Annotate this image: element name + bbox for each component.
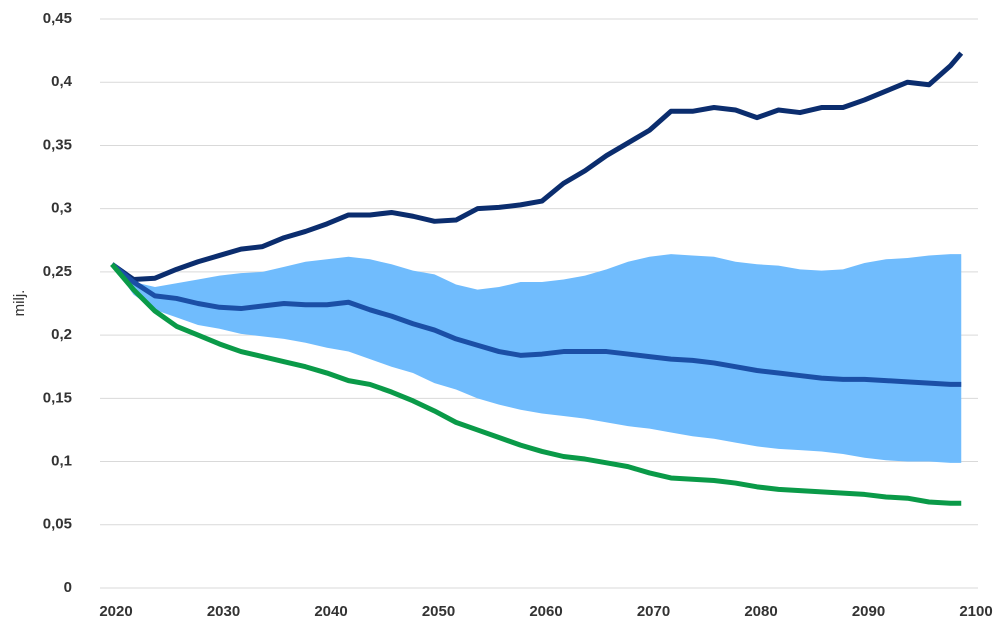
y-tick-label: 0,25	[43, 263, 72, 280]
x-tick-label: 2060	[529, 603, 562, 620]
x-tick-label: 2050	[422, 603, 455, 620]
x-tick-label: 2030	[207, 603, 240, 620]
x-tick-label: 2080	[744, 603, 777, 620]
y-tick-label: 0,05	[43, 516, 72, 533]
line-series	[110, 51, 964, 282]
y-axis-label: milj.	[11, 290, 28, 317]
y-tick-label: 0,35	[43, 136, 72, 153]
y-tick-label: 0,2	[51, 326, 72, 343]
line-series	[110, 262, 962, 506]
y-tick-label: 0,45	[43, 10, 72, 27]
band-area	[112, 254, 962, 463]
y-tick-label: 0	[64, 579, 72, 596]
x-tick-label: 2040	[314, 603, 347, 620]
x-tick-label: 2100	[959, 603, 992, 620]
x-tick-label: 2090	[852, 603, 885, 620]
line-series	[110, 262, 962, 387]
y-tick-label: 0,4	[51, 73, 73, 90]
y-tick-label: 0,15	[43, 389, 72, 406]
y-tick-label: 0,3	[51, 200, 72, 217]
y-tick-label: 0,1	[51, 453, 72, 470]
x-tick-label: 2020	[99, 603, 132, 620]
x-tick-label: 2070	[637, 603, 670, 620]
